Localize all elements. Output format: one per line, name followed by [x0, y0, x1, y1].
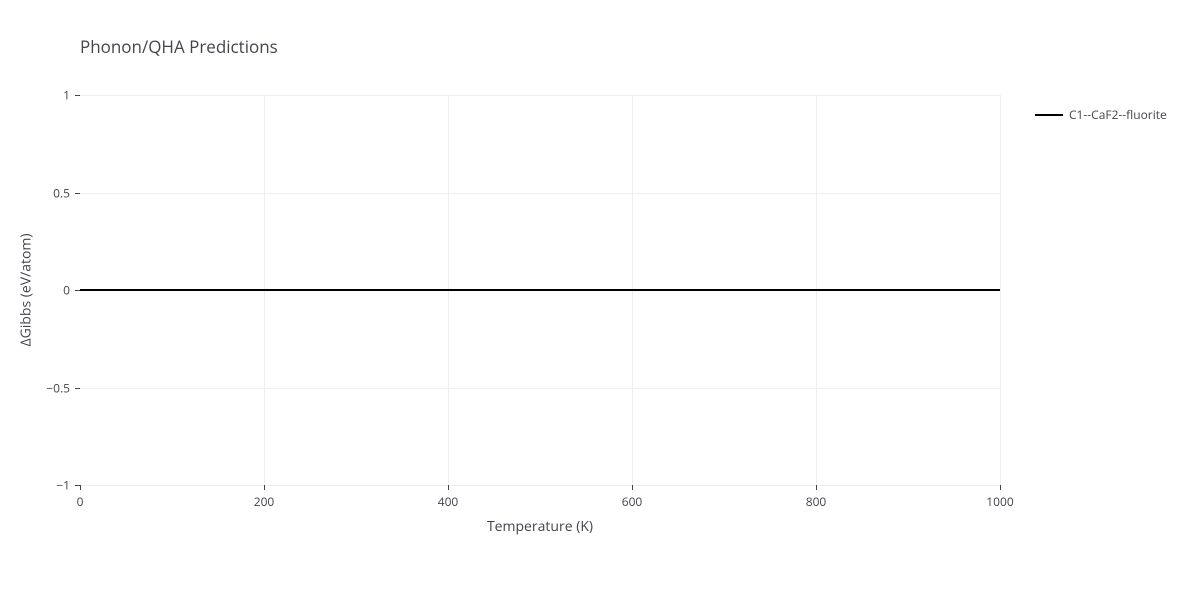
series-line[interactable]: [80, 289, 1000, 291]
x-tick-mark: [448, 485, 449, 490]
x-tick-mark: [816, 485, 817, 490]
gridline-horizontal: [80, 193, 1000, 194]
plot-area[interactable]: [80, 95, 1000, 485]
legend-item[interactable]: C1--CaF2--fluorite: [1035, 106, 1167, 123]
x-axis-label: Temperature (K): [487, 517, 593, 536]
y-tick-mark: [75, 95, 80, 96]
x-tick-mark: [1000, 485, 1001, 490]
x-tick-mark: [264, 485, 265, 490]
chart-container: Phonon/QHA Predictions Temperature (K) Δ…: [0, 0, 1200, 600]
gridline-vertical: [1000, 95, 1001, 485]
x-tick-label: 200: [254, 493, 275, 510]
legend-label: C1--CaF2--fluorite: [1069, 106, 1167, 123]
y-tick-label: 1: [63, 87, 70, 104]
x-tick-label: 0: [77, 493, 84, 510]
chart-title: Phonon/QHA Predictions: [80, 35, 278, 58]
x-tick-label: 400: [438, 493, 459, 510]
y-tick-label: −0.5: [46, 379, 70, 396]
legend-swatch: [1035, 114, 1063, 116]
x-tick-label: 600: [622, 493, 643, 510]
y-tick-mark: [75, 388, 80, 389]
y-tick-label: 0: [63, 282, 70, 299]
x-tick-label: 800: [806, 493, 827, 510]
legend[interactable]: C1--CaF2--fluorite: [1035, 106, 1167, 123]
y-tick-label: −1: [56, 477, 70, 494]
y-tick-label: 0.5: [53, 184, 70, 201]
x-tick-mark: [80, 485, 81, 490]
gridline-horizontal: [80, 95, 1000, 96]
y-tick-mark: [75, 485, 80, 486]
gridline-horizontal: [80, 388, 1000, 389]
gridline-horizontal: [80, 485, 1000, 486]
y-axis-label: ΔGibbs (eV/atom): [17, 233, 36, 346]
y-tick-mark: [75, 290, 80, 291]
x-tick-mark: [632, 485, 633, 490]
x-tick-label: 1000: [986, 493, 1013, 510]
y-tick-mark: [75, 193, 80, 194]
